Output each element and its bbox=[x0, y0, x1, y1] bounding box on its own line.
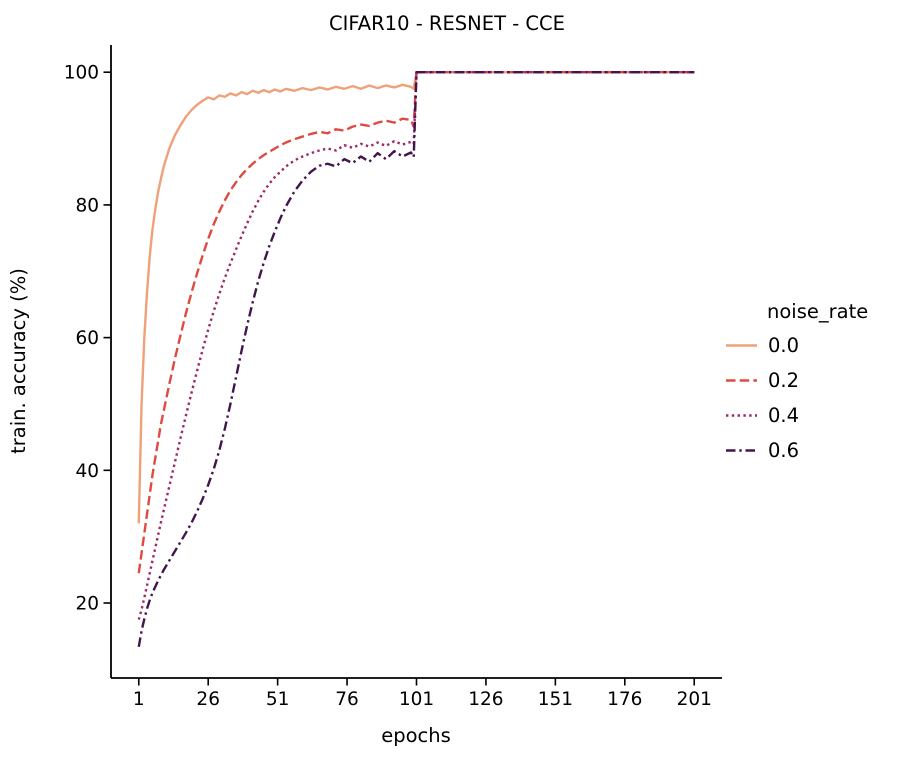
y-tick-label: 20 bbox=[75, 594, 99, 615]
axis-ticks bbox=[103, 71, 696, 686]
x-tick-label: 176 bbox=[607, 689, 642, 710]
axes-spines bbox=[110, 45, 722, 679]
y-tick-label: 60 bbox=[75, 328, 99, 349]
legend-title: noise_rate bbox=[767, 300, 868, 323]
legend-label-0.4: 0.4 bbox=[768, 404, 799, 427]
x-tick-label: 76 bbox=[335, 689, 359, 710]
x-tick-label: 151 bbox=[538, 689, 573, 710]
y-axis-label: train. accuracy (%) bbox=[7, 268, 30, 454]
x-axis-label: epochs bbox=[381, 724, 451, 747]
y-tick-label: 100 bbox=[64, 63, 99, 84]
x-tick-label: 126 bbox=[468, 689, 503, 710]
x-tick-label: 1 bbox=[133, 689, 145, 710]
legend: noise_rate 0.0 0.2 0.4 0.6 bbox=[726, 300, 868, 462]
x-tick-label: 26 bbox=[196, 689, 220, 710]
chart-title: CIFAR10 - RESNET - CCE bbox=[329, 12, 565, 35]
x-tick-label: 201 bbox=[677, 689, 712, 710]
y-tick-label: 40 bbox=[75, 461, 99, 482]
legend-label-0.0: 0.0 bbox=[768, 334, 799, 357]
series-line-0.0 bbox=[137, 71, 695, 524]
series-line-0.2 bbox=[137, 71, 695, 574]
series-line-0.6 bbox=[137, 71, 695, 648]
y-tick-label: 80 bbox=[75, 195, 99, 216]
x-tick-label: 51 bbox=[266, 689, 290, 710]
legend-label-0.6: 0.6 bbox=[768, 439, 799, 462]
x-tick-label: 101 bbox=[399, 689, 434, 710]
series-line-0.4 bbox=[137, 71, 695, 620]
legend-label-0.2: 0.2 bbox=[768, 369, 799, 392]
data-curves bbox=[137, 71, 695, 648]
